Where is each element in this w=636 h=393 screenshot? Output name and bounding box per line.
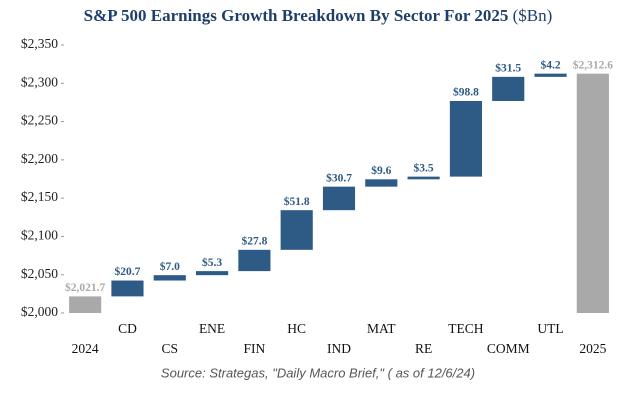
x-tick-label: TECH (448, 321, 483, 336)
x-tick-label: 2024 (72, 341, 99, 356)
x-tick-label: MAT (367, 321, 396, 336)
value-label: $3.5 (414, 161, 434, 174)
x-tick-label: CD (118, 321, 137, 336)
y-tick-label: $2,100 (21, 228, 58, 243)
value-label: $31.5 (495, 61, 521, 74)
title-unit: ($Bn) (513, 6, 553, 25)
value-label: $30.7 (326, 171, 352, 184)
bar (280, 210, 313, 250)
chart-title: S&P 500 Earnings Growth Breakdown By Sec… (84, 6, 553, 25)
total-bar (576, 73, 609, 313)
value-label: $2,021.7 (65, 281, 106, 294)
x-tick-label: RE (415, 341, 432, 356)
y-tick-label: $2,200 (21, 151, 58, 166)
y-tick-label: $2,050 (21, 266, 58, 281)
total-bar (69, 296, 102, 313)
y-tick-label: $2,250 (21, 113, 58, 128)
value-label: $27.8 (241, 234, 267, 247)
y-tick-label: $2,300 (21, 74, 58, 89)
bar (407, 176, 440, 180)
value-label: $98.8 (453, 86, 479, 99)
x-tick-label: 2025 (579, 341, 606, 356)
y-tick-label: $2,350 (21, 36, 58, 51)
bar (492, 76, 525, 101)
x-tick-label: COMM (487, 341, 530, 356)
x-tick-label: UTL (537, 321, 563, 336)
bar (449, 100, 482, 177)
value-label: $51.8 (284, 195, 310, 208)
x-tick-label: HC (287, 321, 306, 336)
value-label: $20.7 (115, 265, 141, 278)
value-label: $5.3 (202, 256, 222, 269)
x-tick-label: FIN (244, 341, 266, 356)
bar (534, 73, 567, 77)
title-main: S&P 500 Earnings Growth Breakdown By Sec… (84, 6, 509, 25)
bar (196, 271, 229, 276)
bar (365, 179, 398, 187)
x-tick-label: ENE (199, 321, 225, 336)
bar (238, 249, 271, 272)
bar (153, 275, 186, 281)
value-label: $7.0 (160, 260, 180, 273)
source-note: Source: Strategas, "Daily Macro Brief," … (161, 365, 475, 380)
value-label: $2,312.6 (573, 58, 614, 71)
bar (111, 280, 144, 297)
x-tick-label: IND (327, 341, 351, 356)
value-label: $9.6 (371, 164, 391, 177)
y-tick-label: $2,000 (21, 304, 58, 319)
y-tick-label: $2,150 (21, 189, 58, 204)
value-label: $4.2 (540, 58, 560, 71)
x-tick-label: CS (162, 341, 179, 356)
bar (322, 186, 356, 211)
